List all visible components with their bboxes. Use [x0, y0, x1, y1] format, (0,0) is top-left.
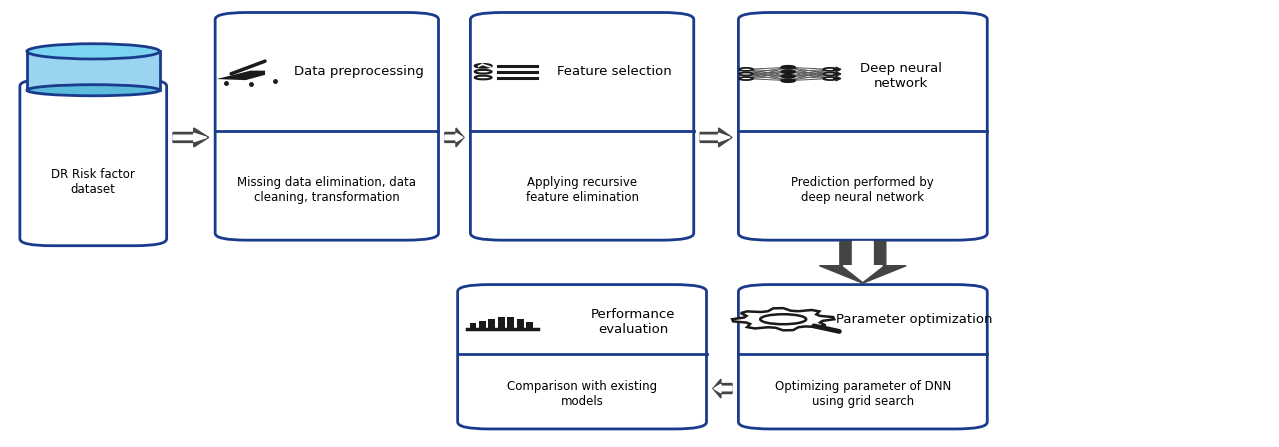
Circle shape — [824, 77, 838, 80]
Circle shape — [824, 68, 838, 71]
Text: Data preprocessing: Data preprocessing — [294, 65, 423, 78]
Circle shape — [781, 70, 796, 73]
Polygon shape — [216, 71, 265, 80]
Circle shape — [739, 68, 753, 71]
Circle shape — [781, 79, 796, 82]
Text: Performance
evaluation: Performance evaluation — [591, 308, 675, 336]
Ellipse shape — [27, 44, 160, 59]
Polygon shape — [173, 133, 207, 142]
FancyBboxPatch shape — [215, 13, 439, 240]
Text: Applying recursive
feature elimination: Applying recursive feature elimination — [526, 176, 638, 204]
Polygon shape — [712, 379, 732, 398]
Text: Comparison with existing
models: Comparison with existing models — [506, 380, 657, 408]
Text: Parameter optimization: Parameter optimization — [835, 313, 993, 326]
Bar — [489, 319, 495, 329]
FancyBboxPatch shape — [738, 13, 987, 240]
Circle shape — [781, 66, 796, 69]
Bar — [508, 317, 514, 329]
Circle shape — [760, 314, 806, 324]
Text: Missing data elimination, data
cleaning, transformation: Missing data elimination, data cleaning,… — [238, 176, 417, 204]
Text: Deep neural
network: Deep neural network — [859, 62, 943, 90]
Circle shape — [739, 77, 753, 80]
Circle shape — [739, 72, 753, 76]
Text: DR Risk factor
dataset: DR Risk factor dataset — [51, 169, 136, 196]
Polygon shape — [445, 128, 464, 147]
Polygon shape — [732, 308, 834, 330]
Bar — [27, 51, 160, 90]
Circle shape — [475, 64, 491, 67]
Ellipse shape — [27, 84, 160, 96]
Polygon shape — [843, 241, 883, 281]
Polygon shape — [700, 128, 732, 147]
Bar — [498, 317, 505, 329]
Polygon shape — [173, 128, 208, 147]
Circle shape — [781, 75, 796, 78]
Polygon shape — [714, 384, 732, 393]
FancyBboxPatch shape — [738, 285, 987, 429]
Text: Feature selection: Feature selection — [556, 65, 671, 78]
Text: Prediction performed by
deep neural network: Prediction performed by deep neural netw… — [792, 176, 934, 204]
Polygon shape — [700, 133, 730, 142]
Bar — [478, 321, 486, 329]
Bar — [469, 323, 477, 329]
Bar — [517, 319, 523, 329]
FancyBboxPatch shape — [20, 79, 166, 246]
Polygon shape — [820, 241, 907, 283]
FancyBboxPatch shape — [471, 13, 693, 240]
Circle shape — [824, 72, 838, 76]
Polygon shape — [445, 133, 463, 142]
Text: Optimizing parameter of DNN
using grid search: Optimizing parameter of DNN using grid s… — [775, 380, 952, 408]
FancyBboxPatch shape — [458, 285, 706, 429]
Bar — [526, 321, 533, 329]
